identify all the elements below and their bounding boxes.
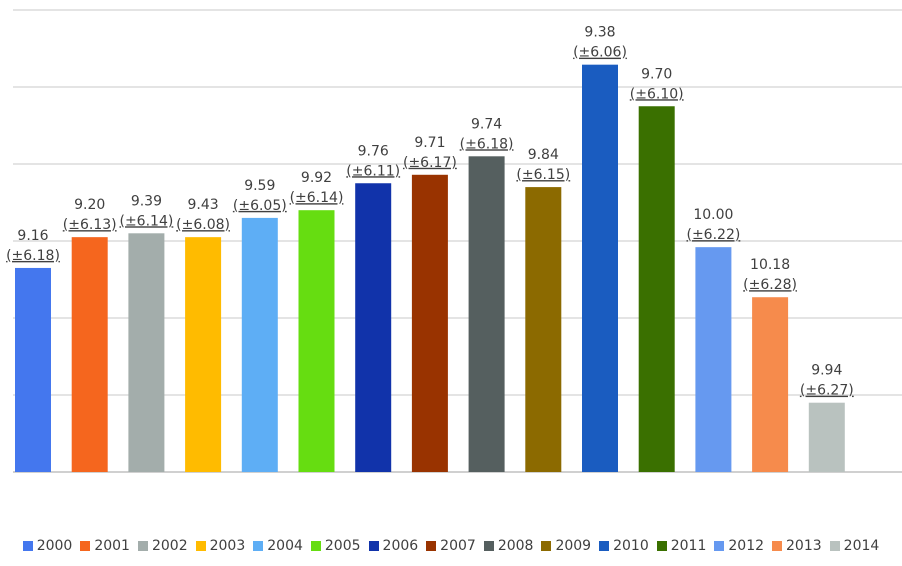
bar-2001: [71, 237, 108, 472]
legend-label: 2012: [728, 538, 765, 554]
bar-2003: [185, 237, 222, 472]
data-label-2003: 9.43: [188, 197, 219, 213]
bar-2000: [15, 267, 51, 472]
bar-2006: [355, 183, 392, 472]
data-label-2013: 10.18: [750, 257, 790, 273]
legend-item-2003: 2003: [195, 538, 246, 554]
data-label-2011: 9.70: [641, 66, 672, 82]
legend-swatch: [772, 541, 783, 551]
bars: [15, 64, 845, 473]
bar-2005: [298, 210, 335, 472]
legend-item-2000: 2000: [22, 538, 73, 554]
legend-item-2001: 2001: [80, 538, 130, 554]
legend-item-2002: 2002: [137, 538, 188, 554]
legend-label: 2009: [555, 538, 592, 554]
legend-swatch: [22, 541, 33, 551]
legend-label: 2008: [497, 538, 534, 554]
legend-label: 2005: [324, 538, 361, 554]
data-label-2006: 9.76: [358, 143, 389, 159]
data-sublabel-2002: (±6.14): [119, 213, 173, 229]
bar-2008: [468, 156, 505, 473]
legend-swatch: [137, 541, 148, 551]
legend-label: 2003: [209, 538, 246, 554]
legend-label: 2004: [267, 538, 303, 554]
data-sublabel-2003: (±6.08): [176, 217, 230, 233]
bar-2010: [582, 64, 618, 473]
legend-swatch: [253, 541, 264, 551]
legend-label: 2011: [670, 538, 707, 554]
legend-label: 2001: [94, 538, 130, 554]
legend-label: 2013: [786, 538, 822, 554]
legend-item-2008: 2008: [483, 538, 534, 554]
bar-2011: [638, 106, 675, 472]
data-label-2001: 9.20: [74, 197, 105, 213]
legend: 2000 2001 2002 2003 2004 2005 2006 2007 2008 2009…: [0, 534, 902, 558]
legend-swatch: [195, 541, 206, 551]
legend-item-2005: 2005: [310, 538, 361, 554]
legend-item-2009: 2009: [541, 538, 591, 554]
data-sublabel-2014: (±6.27): [800, 383, 854, 399]
data-sublabel-2009: (±6.15): [516, 167, 570, 183]
legend-label: 2002: [151, 538, 188, 554]
legend-item-2010: 2010: [599, 538, 649, 554]
legend-swatch: [310, 541, 321, 551]
data-label-2014: 9.94: [811, 363, 842, 379]
legend-item-2014: 2014: [829, 538, 880, 554]
data-sublabel-2001: (±6.13): [63, 217, 117, 233]
data-sublabel-2013: (±6.28): [743, 277, 797, 293]
data-label-2012: 10.00: [693, 207, 733, 223]
data-sublabel-2006: (±6.11): [346, 163, 400, 179]
legend-label: 2006: [382, 538, 419, 554]
data-sublabel-2010: (±6.06): [573, 45, 627, 61]
data-sublabel-2007: (±6.17): [403, 155, 457, 171]
data-label-2009: 9.84: [528, 147, 559, 163]
data-sublabel-2005: (±6.14): [290, 190, 344, 206]
bar-2009: [525, 187, 562, 472]
legend-swatch: [80, 541, 91, 551]
data-sublabel-2012: (±6.22): [686, 227, 740, 243]
legend-item-2006: 2006: [368, 538, 419, 554]
data-labels: 9.16 (±6.18) 9.20 (±6.13) 9.39 (±6.14) 9.43 (±6…: [6, 25, 854, 399]
bar-2004: [241, 217, 278, 472]
data-sublabel-2008: (±6.18): [460, 136, 514, 152]
legend-item-2004: 2004: [253, 538, 303, 554]
bar-2002: [128, 233, 165, 472]
legend-label: 2010: [613, 538, 649, 554]
bar-2012: [695, 247, 732, 472]
legend-label: 2014: [843, 538, 880, 554]
legend-swatch: [599, 541, 610, 551]
legend-swatch: [368, 541, 379, 551]
data-label-2010: 9.38: [584, 25, 615, 41]
legend-label: 2000: [36, 538, 73, 554]
bar-2013: [752, 297, 789, 472]
data-label-2004: 9.59: [244, 178, 275, 194]
legend-swatch: [426, 541, 437, 551]
legend-item-2007: 2007: [426, 538, 476, 554]
data-label-2005: 9.92: [301, 170, 332, 186]
legend-swatch: [714, 541, 725, 551]
data-sublabel-2004: (±6.05): [233, 198, 287, 214]
bar-2014: [808, 402, 845, 472]
data-sublabel-2000: (±6.18): [6, 248, 60, 264]
data-label-2007: 9.71: [414, 135, 445, 151]
legend-swatch: [483, 541, 494, 551]
legend-swatch: [541, 541, 552, 551]
data-label-2002: 9.39: [131, 193, 162, 209]
legend-swatch: [656, 541, 667, 551]
data-label-2008: 9.74: [471, 116, 502, 132]
data-label-2000: 9.16: [17, 228, 48, 244]
legend-label: 2007: [440, 538, 476, 554]
legend-swatch: [829, 541, 840, 551]
data-sublabel-2011: (±6.10): [630, 86, 684, 102]
legend-item-2013: 2013: [772, 538, 822, 554]
bar-2007: [411, 174, 448, 472]
legend-item-2012: 2012: [714, 538, 764, 554]
legend-item-2011: 2011: [656, 538, 707, 554]
